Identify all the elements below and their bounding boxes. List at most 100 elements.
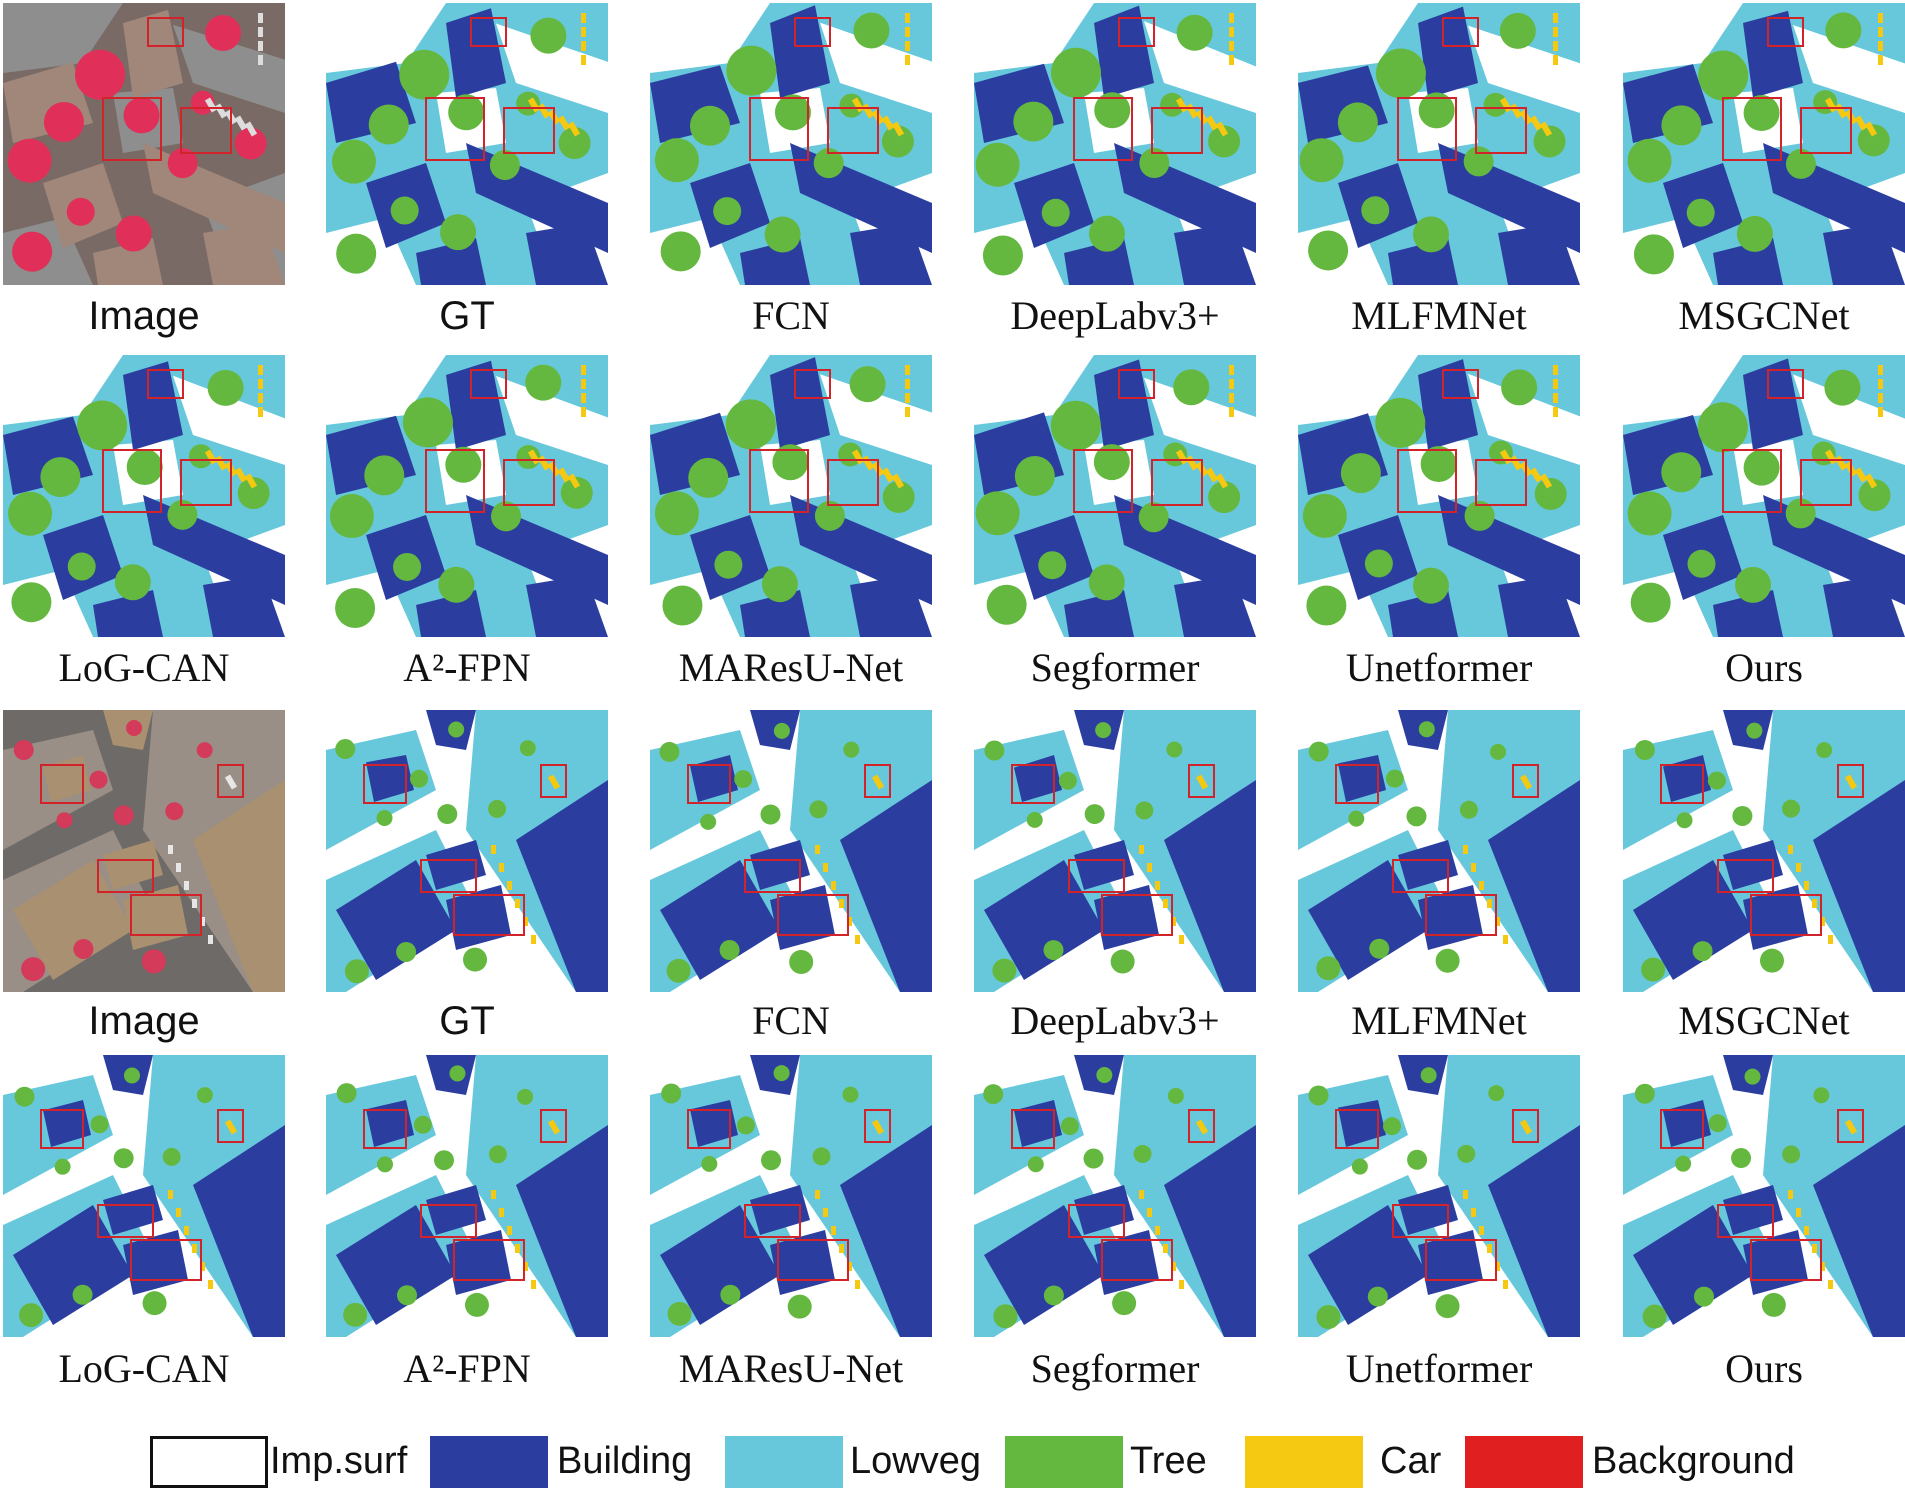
building-region: [123, 885, 188, 950]
car-mark: [847, 1262, 852, 1271]
tree-region: [1340, 453, 1381, 494]
tree-region: [772, 444, 809, 481]
tree-region: [667, 1301, 692, 1326]
tree-region: [1110, 949, 1135, 974]
car-mark: [1812, 1244, 1817, 1253]
car-mark: [1854, 115, 1868, 131]
car-mark: [1796, 863, 1801, 872]
tree-region: [343, 1302, 368, 1327]
tree-region: [1633, 234, 1674, 275]
car-mark: [1828, 1280, 1833, 1289]
segmentation-panel-mlfmnet: [1298, 3, 1580, 285]
car-mark: [1229, 41, 1234, 51]
car-mark: [184, 1226, 189, 1235]
tree-region: [1698, 50, 1749, 101]
panel-caption: Unetformer: [1345, 645, 1533, 690]
car-mark: [1463, 1190, 1468, 1199]
car-mark: [523, 917, 528, 926]
aerial-image: [3, 3, 285, 285]
highlight-box: [1717, 859, 1774, 893]
tree-region: [11, 582, 52, 623]
tree-region: [660, 231, 701, 272]
highlight-box: [97, 859, 154, 893]
building-region: [1723, 1185, 1783, 1235]
tree-region: [1746, 722, 1763, 739]
aerial-image: [3, 710, 285, 992]
tree-region: [1857, 124, 1890, 157]
tree-region: [849, 366, 886, 403]
car-mark: [1229, 55, 1234, 65]
car-mark: [1471, 1208, 1476, 1217]
tree-region: [90, 1115, 109, 1134]
tree-region: [1088, 564, 1125, 601]
panel-caption: A²-FPN: [403, 645, 531, 690]
tree-region: [115, 215, 152, 252]
building-region: [1064, 238, 1134, 285]
tree-region: [440, 214, 477, 251]
highlight-box: [1475, 459, 1527, 506]
car-mark: [1171, 917, 1176, 926]
tree-region: [558, 127, 591, 160]
segmentation-map: [326, 1055, 608, 1337]
tree-region: [13, 740, 34, 761]
building-region: [1498, 575, 1580, 637]
highlight-box: [102, 449, 162, 513]
tree-region: [142, 1291, 167, 1316]
tree-region: [1697, 402, 1748, 453]
tree-region: [701, 1155, 718, 1172]
highlight-box: [1442, 17, 1479, 47]
car-mark: [200, 917, 205, 926]
car-mark: [515, 1244, 520, 1253]
tree-region: [1675, 1155, 1692, 1172]
car-mark: [224, 1119, 238, 1135]
tree-region: [1367, 1286, 1388, 1307]
car-mark: [1519, 774, 1533, 790]
building-region: [984, 1205, 1104, 1325]
car-mark: [1878, 41, 1883, 51]
highlight-box: [687, 764, 731, 804]
car-mark: [1854, 467, 1868, 483]
car-mark: [1495, 917, 1500, 926]
building-region: [660, 1205, 780, 1325]
highlight-box: [425, 449, 485, 513]
highlight-box: [503, 459, 555, 506]
segmentation-panel-deeplabv3: [974, 710, 1256, 992]
highlight-box: [1392, 859, 1449, 893]
building-region: [426, 840, 486, 890]
legend-label: Background: [1592, 1440, 1795, 1482]
tree-region: [114, 564, 151, 601]
legend-swatch-lowveg: [725, 1436, 843, 1488]
tree-region: [1176, 14, 1213, 51]
building-region: [1338, 755, 1386, 802]
building-region: [1094, 1230, 1159, 1295]
car-mark: [1878, 365, 1883, 375]
car-mark: [1495, 1262, 1500, 1271]
building-region: [1498, 223, 1580, 285]
panel-caption: MLFMNet: [1351, 293, 1527, 338]
highlight-box: [827, 459, 879, 506]
tree-region: [662, 585, 703, 626]
segmentation-map: [1623, 710, 1905, 992]
tree-region: [881, 125, 914, 158]
highlight-box: [470, 369, 507, 399]
car-mark: [258, 407, 263, 417]
highlight-box: [540, 1109, 567, 1143]
tree-region: [1418, 721, 1435, 738]
highlight-box: [1475, 107, 1527, 154]
building-region: [1743, 885, 1808, 950]
building-region: [1094, 885, 1159, 950]
tree-region: [992, 958, 1017, 983]
highlight-box: [1750, 894, 1822, 936]
tree-region: [1825, 12, 1862, 49]
imp-surf-region: [820, 374, 932, 465]
building-region: [416, 590, 486, 637]
car-mark: [1553, 407, 1558, 417]
tree-region: [688, 457, 729, 498]
building-region: [1813, 1125, 1905, 1337]
imp-surf-region: [496, 375, 608, 465]
segmentation-map: [1298, 3, 1580, 285]
tree-region: [1014, 455, 1055, 496]
car-mark: [1828, 935, 1833, 944]
building-region: [1418, 1230, 1483, 1295]
